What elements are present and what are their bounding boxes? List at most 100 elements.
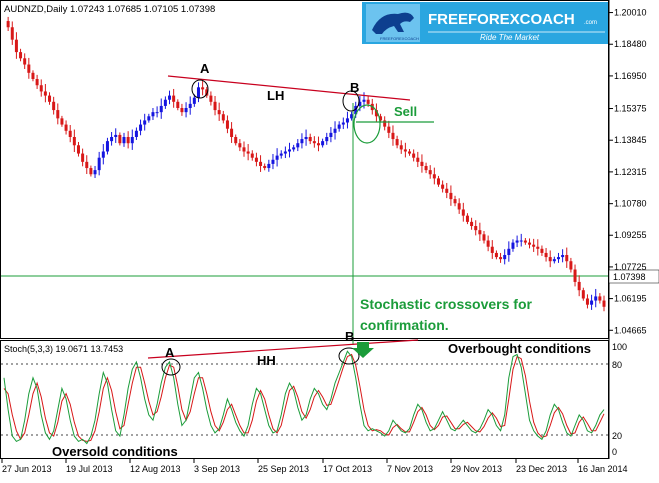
bear-candle (56, 110, 60, 119)
bull-candle (155, 112, 159, 114)
stoch-indicator-label: Stoch(5,3,3) 19.0671 13.7453 (4, 344, 123, 354)
bear-candle (259, 161, 263, 166)
bull-candle (134, 130, 138, 137)
bear-candle (27, 64, 31, 73)
bear-candle (176, 101, 180, 109)
bull-candle (143, 120, 147, 125)
bull-candle (329, 132, 333, 137)
bear-candle (486, 240, 490, 247)
bull-candle (130, 136, 134, 144)
bull-candle (503, 255, 507, 260)
bear-candle (585, 298, 589, 305)
price-tick-label: 1.15375 (614, 104, 647, 114)
bull-candle (561, 255, 565, 258)
bear-candle (217, 110, 221, 115)
date-tick-label: 16 Jan 2014 (578, 464, 628, 474)
logo-mini-text: FREEFOREXCOACH (380, 36, 419, 41)
bear-candle (76, 145, 80, 154)
circle-b-stoch (338, 347, 360, 365)
bull-candle (358, 101, 362, 106)
bull-candle (325, 136, 329, 142)
price-tick-label: 1.09255 (614, 230, 647, 240)
bear-candle (60, 118, 64, 125)
label-a-stoch: A (165, 345, 175, 360)
date-tick-label: 29 Nov 2013 (451, 464, 502, 474)
logo-brand-text: FREEFOREXCOACH (428, 11, 575, 28)
bear-candle (221, 114, 225, 121)
date-tick-label: 23 Dec 2013 (516, 464, 567, 474)
bear-candle (374, 110, 378, 117)
bull-candle (163, 99, 167, 106)
crossover-arrow-icon (352, 342, 374, 358)
bear-candle (432, 174, 436, 179)
stoch-main-line (3, 350, 605, 445)
bear-candle (205, 89, 209, 96)
bear-candle (230, 128, 234, 137)
current-price-value: 1.07398 (613, 272, 646, 282)
bear-candle (461, 209, 465, 216)
bear-candle (540, 248, 544, 253)
date-tick-label: 12 Aug 2013 (130, 464, 181, 474)
logo-suffix-text: .com (584, 20, 597, 26)
circle-a-stoch (161, 358, 181, 376)
bear-candle (64, 124, 68, 131)
bear-candle (499, 257, 503, 260)
bear-candle (180, 108, 184, 113)
date-tick-label: 19 Jul 2013 (66, 464, 113, 474)
bear-candle (490, 246, 494, 253)
stoch-level-label-20: 20 (612, 431, 622, 441)
bear-candle (449, 192, 453, 200)
bear-candle (565, 255, 569, 262)
bull-candle (159, 105, 163, 113)
bull-candle (192, 97, 196, 104)
bear-candle (577, 281, 581, 291)
bull-candle (101, 151, 105, 158)
date-tick-label: 17 Oct 2013 (323, 464, 372, 474)
bear-candle (172, 95, 176, 102)
price-tick-label: 1.12315 (614, 167, 647, 177)
bull-candle (511, 242, 515, 249)
label-overbought: Overbought conditions (448, 341, 591, 356)
bear-candle (379, 116, 383, 121)
bear-candle (474, 226, 478, 231)
bear-candle (436, 178, 440, 185)
bear-candle (470, 221, 474, 227)
bull-candle (594, 296, 598, 301)
price-trendline-lh (167, 75, 411, 101)
price-tick-label: 1.04665 (614, 325, 647, 335)
bull-candle (271, 159, 275, 164)
bull-candle (139, 124, 143, 131)
bull-candle (362, 99, 366, 102)
bull-candle (341, 122, 345, 125)
bear-candle (246, 151, 250, 154)
bear-candle (81, 153, 85, 162)
bear-candle (234, 136, 238, 144)
bull-candle (283, 151, 287, 154)
bear-candle (366, 99, 370, 104)
price-tick-label: 1.20010 (614, 8, 647, 18)
circle-b-price (342, 90, 360, 112)
label-hh: HH (257, 353, 276, 368)
current-price-tag (608, 269, 659, 284)
bull-candle (110, 136, 114, 142)
candlestick-series (6, 16, 606, 312)
circle-sell-crossover (353, 104, 381, 144)
bear-candle (263, 165, 267, 169)
bear-candle (465, 215, 469, 222)
bear-candle (238, 143, 242, 148)
stoch-level-label-100: 100 (612, 342, 627, 352)
bull-candle (350, 114, 354, 119)
bear-candle (72, 136, 76, 146)
stoch-level-label-80: 80 (612, 360, 622, 370)
bear-candle (213, 101, 217, 111)
bull-candle (275, 155, 279, 160)
date-tick-label: 3 Sep 2013 (194, 464, 240, 474)
bear-candle (445, 188, 449, 193)
bear-candle (19, 52, 23, 59)
stoch-signal-line (3, 353, 605, 442)
bear-candle (544, 252, 548, 258)
symbol-header: AUDNZD,Daily 1.07243 1.07685 1.07105 1.0… (4, 4, 215, 15)
bear-candle (528, 242, 532, 245)
price-tick-label: 1.16950 (614, 71, 647, 81)
